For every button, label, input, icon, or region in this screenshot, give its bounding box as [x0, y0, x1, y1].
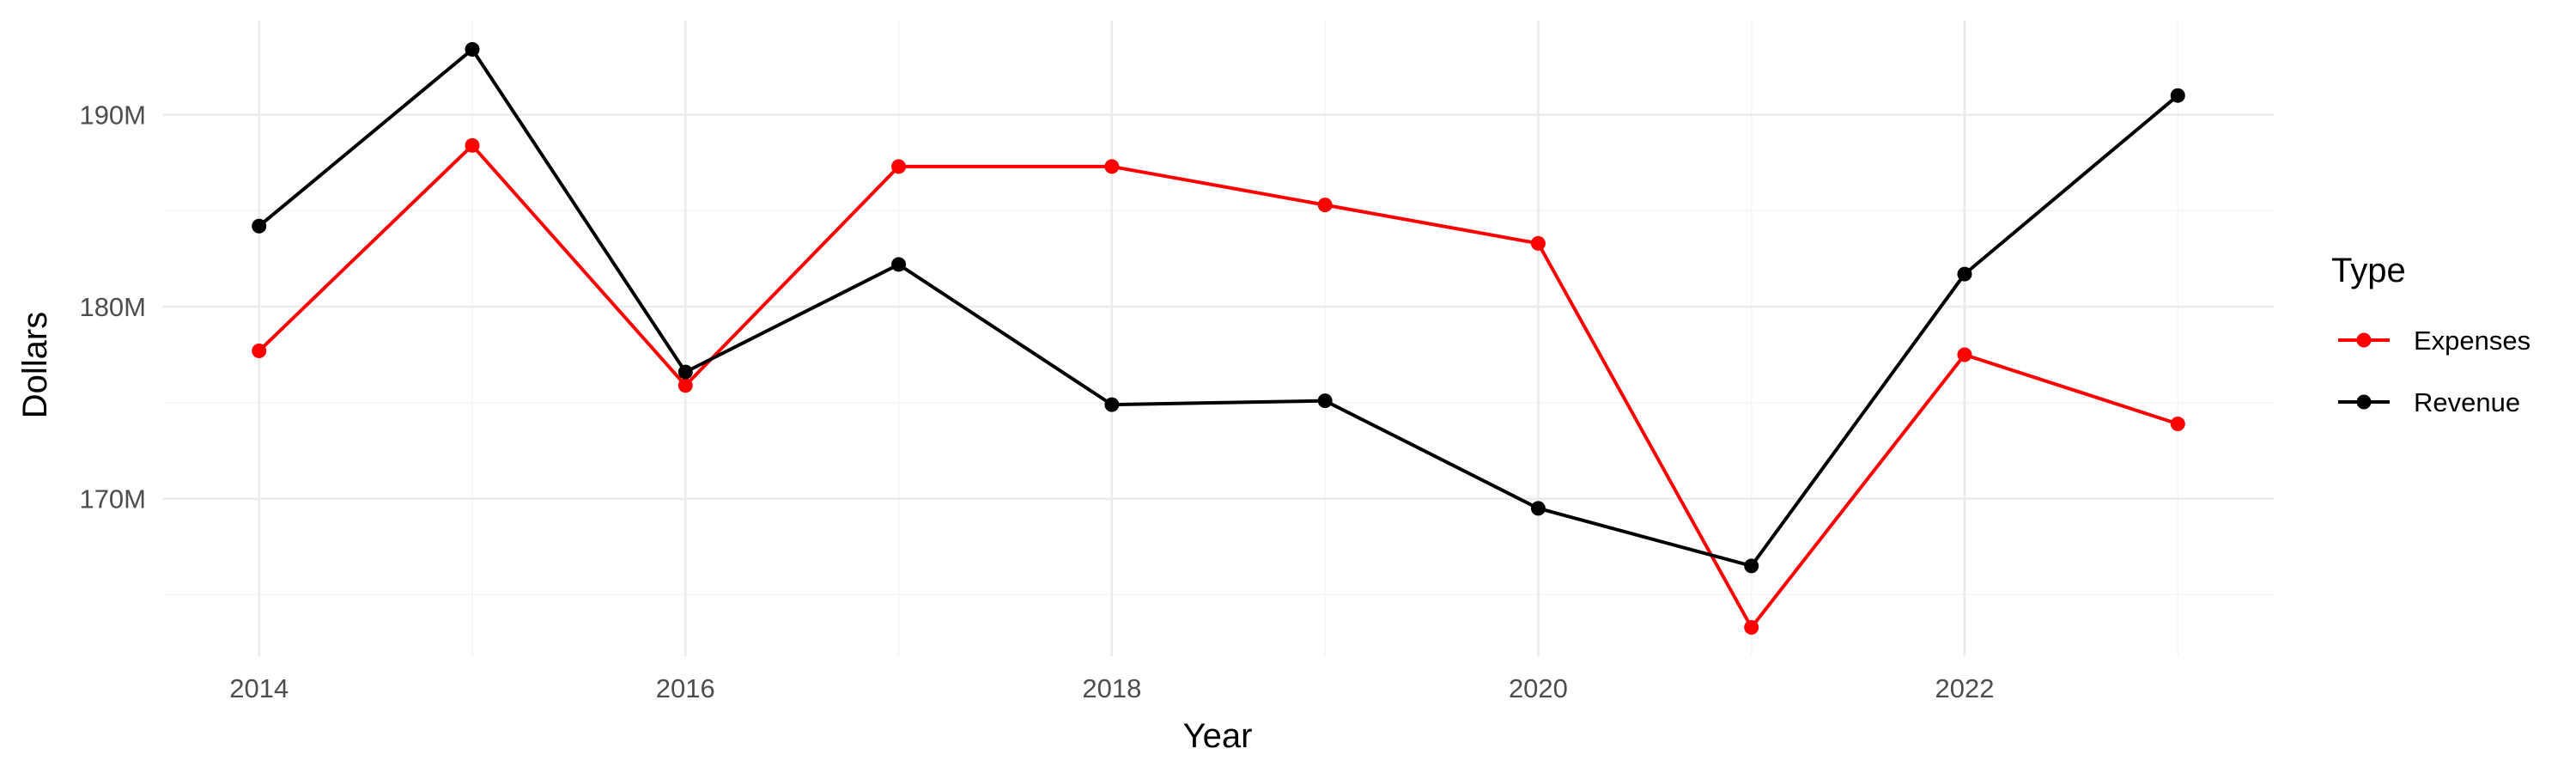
x-tick-label: 2020	[1509, 673, 1568, 703]
revenue-point	[1104, 397, 1120, 412]
y-axis-title: Dollars	[16, 312, 54, 418]
tick-layer: 2014 2016 2018 2020 2022 170M 180M 190M	[79, 100, 1994, 703]
revenue-point	[2170, 88, 2185, 103]
revenue-point	[465, 42, 480, 58]
expenses-point	[2170, 416, 2185, 431]
revenue-point	[677, 364, 693, 380]
expenses-point	[1317, 198, 1333, 213]
revenue-point	[1530, 501, 1546, 516]
legend-entries: Expenses Revenue	[2338, 326, 2530, 417]
expenses-point	[1744, 619, 1759, 635]
expenses-point	[891, 159, 907, 174]
legend-key-point	[2356, 394, 2372, 410]
x-tick-label: 2016	[656, 673, 715, 703]
expenses-point	[1530, 235, 1546, 251]
legend-key-point	[2356, 332, 2372, 348]
expenses-line	[258, 143, 2178, 630]
y-tick-label: 180M	[79, 292, 146, 322]
grid-layer	[163, 21, 2274, 656]
expenses-point	[1104, 159, 1120, 174]
revenue-point	[1957, 266, 1972, 282]
x-axis-title: Year	[1183, 717, 1253, 755]
legend-title: Type	[2331, 252, 2406, 289]
legend-label: Expenses	[2414, 326, 2530, 356]
expenses-point	[1957, 347, 1972, 362]
expenses-point	[465, 137, 480, 153]
revenue-point	[891, 257, 907, 272]
legend-item-revenue: Revenue	[2338, 387, 2520, 417]
revenue-point	[1317, 393, 1333, 409]
series-layer	[252, 42, 2185, 635]
x-tick-label: 2014	[229, 673, 289, 703]
expenses-point	[677, 378, 693, 393]
y-tick-label: 170M	[79, 484, 146, 514]
expenses-point	[252, 344, 267, 359]
legend-item-expenses: Expenses	[2338, 326, 2530, 356]
x-tick-label: 2022	[1935, 673, 1995, 703]
revenue-line	[258, 47, 2179, 568]
revenue-point	[1744, 558, 1759, 574]
y-tick-label: 190M	[79, 100, 146, 131]
revenue-point	[252, 218, 267, 234]
x-tick-label: 2018	[1082, 673, 1141, 703]
legend-label: Revenue	[2414, 387, 2520, 417]
legend: Type Expenses Revenue	[2331, 252, 2530, 417]
